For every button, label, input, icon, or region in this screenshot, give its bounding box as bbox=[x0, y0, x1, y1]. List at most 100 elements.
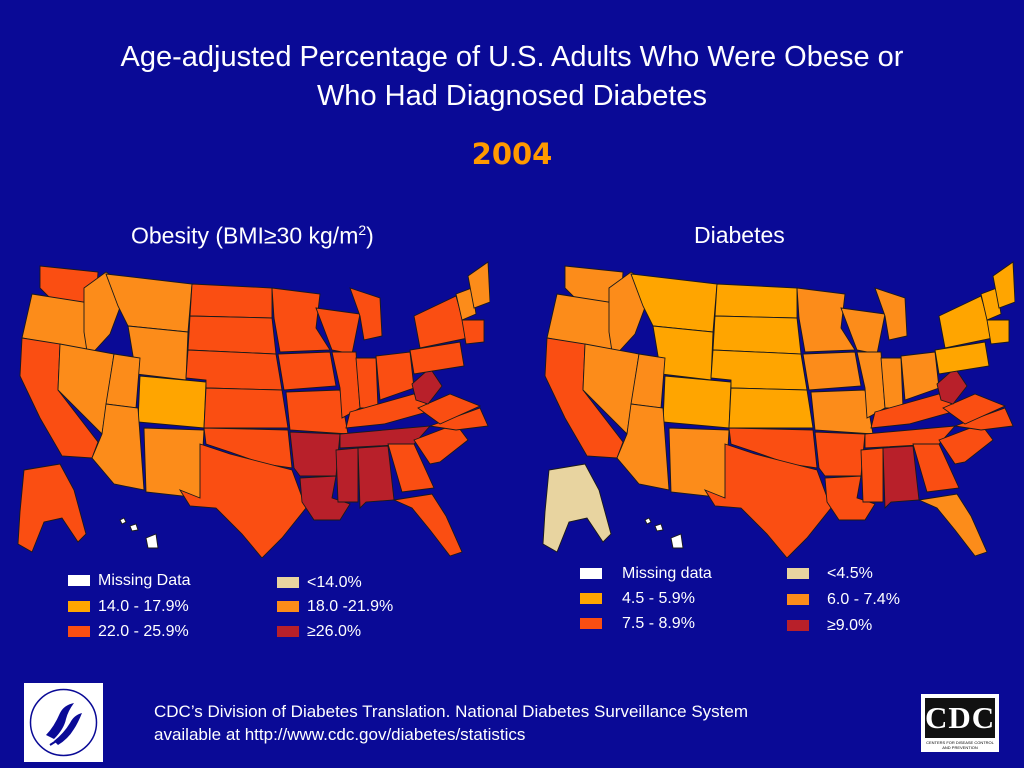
state-southeast bbox=[417, 393, 482, 425]
legend-swatch bbox=[787, 568, 809, 580]
state-alaska bbox=[542, 463, 612, 553]
obesity-legend-missing: Missing Data bbox=[68, 571, 190, 591]
state-midwest bbox=[880, 357, 904, 409]
cdc-logo-subtitle: CENTERS FOR DISEASE CONTROL AND PREVENTI… bbox=[926, 740, 994, 750]
state-hawaii bbox=[670, 533, 684, 549]
legend-swatch bbox=[277, 577, 299, 589]
title-line-2: Who Had Diagnosed Diabetes bbox=[316, 80, 708, 112]
legend-swatch bbox=[277, 601, 299, 613]
obesity-map bbox=[17, 261, 490, 558]
legend-swatch bbox=[68, 575, 90, 587]
diabetes-legend-missing: Missing data bbox=[580, 564, 712, 584]
state-colorado bbox=[662, 375, 732, 429]
state-southeast bbox=[912, 443, 960, 493]
obesity-legend-ge26: ≥26.0% bbox=[277, 622, 361, 642]
state-new_england bbox=[980, 287, 1002, 321]
state-southwest bbox=[143, 427, 205, 499]
state-new_england bbox=[455, 287, 477, 321]
legend-swatch bbox=[787, 620, 809, 632]
state-northeast bbox=[461, 319, 485, 345]
state-deep_south bbox=[299, 475, 351, 521]
state-deep_south bbox=[882, 445, 920, 510]
diabetes-legend-7-8: 7.5 - 8.9% bbox=[580, 614, 695, 634]
state-midwest bbox=[375, 351, 415, 401]
state-deep_south bbox=[335, 447, 359, 503]
state-deep_south bbox=[824, 475, 876, 521]
state-colorado bbox=[137, 375, 207, 429]
state-plains bbox=[728, 387, 814, 429]
state-southeast bbox=[954, 407, 1014, 431]
diabetes-legend-4-5: 4.5 - 5.9% bbox=[580, 589, 695, 609]
state-texas_ok bbox=[703, 443, 832, 558]
legend-swatch bbox=[68, 601, 90, 613]
state-alaska bbox=[17, 463, 87, 553]
slide-title: Age-adjusted Percentage of U.S. Adults W… bbox=[0, 38, 1024, 116]
state-midwest bbox=[810, 389, 874, 435]
state-new_england bbox=[992, 261, 1015, 309]
source-note: CDC’s Division of Diabetes Translation. … bbox=[154, 700, 874, 746]
legend-swatch bbox=[787, 594, 809, 606]
legend-swatch bbox=[580, 618, 602, 630]
state-midwest bbox=[355, 357, 379, 409]
diabetes-legend-6-7: 6.0 - 7.4% bbox=[787, 590, 900, 610]
state-hawaii bbox=[145, 533, 159, 549]
state-southeast bbox=[870, 393, 960, 429]
state-midwest bbox=[285, 389, 349, 435]
state-midwest bbox=[271, 287, 331, 353]
state-plains bbox=[714, 283, 798, 319]
obesity-legend-14-17: 14.0 - 17.9% bbox=[68, 597, 189, 617]
obesity-legend-18-21: 18.0 -21.9% bbox=[277, 597, 393, 617]
state-southeast bbox=[942, 393, 1007, 425]
legend-swatch bbox=[68, 626, 90, 638]
state-southeast bbox=[387, 443, 435, 493]
state-midwest bbox=[349, 287, 383, 341]
diabetes-map-title: Diabetes bbox=[694, 222, 785, 248]
state-florida bbox=[392, 493, 463, 557]
state-hawaii bbox=[129, 523, 139, 532]
state-southwest bbox=[668, 427, 730, 499]
state-northeast bbox=[409, 341, 465, 375]
state-southeast bbox=[345, 393, 435, 429]
state-deep_south bbox=[289, 431, 341, 477]
state-midwest bbox=[874, 287, 908, 341]
state-deep_south bbox=[864, 425, 957, 449]
state-southwest bbox=[616, 403, 670, 491]
state-plains bbox=[203, 387, 289, 429]
state-plains bbox=[187, 315, 277, 355]
diabetes-map bbox=[542, 261, 1015, 558]
state-plains bbox=[189, 283, 273, 319]
state-northeast bbox=[986, 319, 1010, 345]
state-southwest bbox=[91, 403, 145, 491]
state-deep_south bbox=[339, 425, 432, 449]
state-midwest bbox=[802, 351, 862, 391]
state-midwest bbox=[796, 287, 856, 353]
title-line-1: Age-adjusted Percentage of U.S. Adults W… bbox=[120, 41, 904, 73]
state-deep_south bbox=[860, 447, 884, 503]
state-hawaii bbox=[644, 517, 652, 525]
state-mountain_n bbox=[630, 273, 718, 333]
state-new_england bbox=[467, 261, 490, 309]
state-midwest bbox=[277, 351, 337, 391]
obesity-legend-22-25: 22.0 - 25.9% bbox=[68, 622, 189, 642]
cdc-logo-text: CDC bbox=[925, 698, 995, 738]
state-plains bbox=[712, 315, 802, 355]
state-florida bbox=[917, 493, 988, 557]
cdc-logo: CDC CENTERS FOR DISEASE CONTROL AND PREV… bbox=[921, 694, 999, 752]
diabetes-legend-lt4: <4.5% bbox=[787, 564, 873, 584]
state-deep_south bbox=[814, 431, 866, 477]
state-hawaii bbox=[654, 523, 664, 532]
state-southeast bbox=[429, 407, 489, 431]
diabetes-legend-ge9: ≥9.0% bbox=[787, 616, 872, 636]
legend-swatch bbox=[277, 626, 299, 638]
year-label: 2004 bbox=[471, 137, 553, 171]
source-line-1: CDC’s Division of Diabetes Translation. … bbox=[154, 702, 749, 721]
obesity-legend-lt14: <14.0% bbox=[277, 573, 362, 593]
hhs-seal-icon bbox=[24, 683, 103, 762]
source-line-2: available at http://www.cdc.gov/diabetes… bbox=[154, 725, 526, 744]
state-hawaii bbox=[119, 517, 127, 525]
state-mountain_n bbox=[105, 273, 193, 333]
obesity-map-title: Obesity (BMI≥30 kg/m2) bbox=[131, 222, 374, 249]
state-midwest bbox=[900, 351, 940, 401]
state-deep_south bbox=[357, 445, 395, 510]
state-texas_ok bbox=[178, 443, 307, 558]
